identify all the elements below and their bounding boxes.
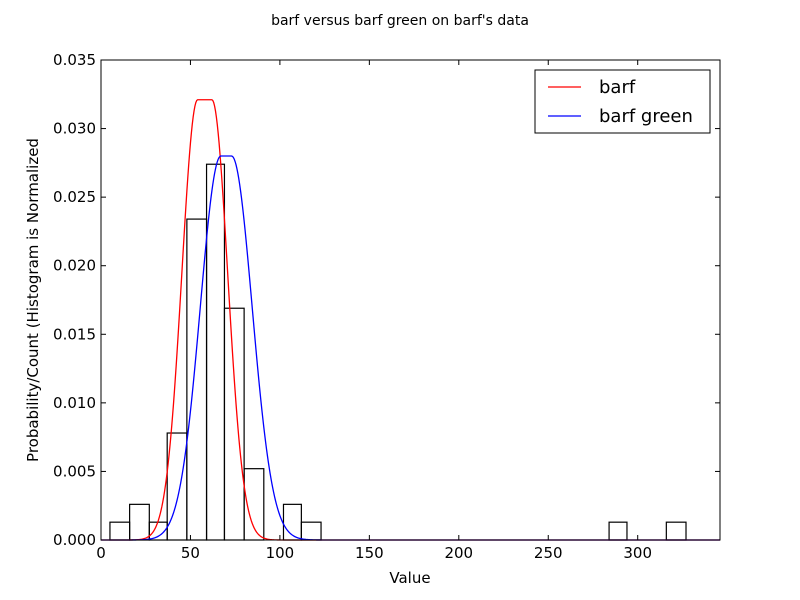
histogram-bar-12 (665, 521, 687, 541)
y-axis-label: Probability/Count (Histogram is Normaliz… (24, 138, 42, 462)
series-line-barf-green (101, 155, 720, 541)
y-tick-label: 0.030 (53, 120, 96, 138)
y-tick-label: 0.000 (53, 531, 96, 549)
histogram-bar-5 (205, 163, 226, 541)
x-axis-label: Value (389, 569, 430, 587)
histogram-bar-10 (300, 521, 322, 541)
y-tick-label: 0.005 (53, 462, 96, 480)
legend: barf barf green (534, 69, 711, 134)
axis-ticks: 0 50 100 150 200 250 300 0.000 0.005 0.010 0.015 0.… (53, 51, 720, 562)
y-tick-label: 0.035 (53, 51, 96, 69)
x-tick-label: 300 (623, 544, 652, 562)
y-tick-label: 0.015 (53, 325, 96, 343)
x-tick-label: 100 (266, 544, 295, 562)
series-line-barf (101, 99, 720, 541)
y-tick-label: 0.020 (53, 257, 96, 275)
x-tick-label: 150 (355, 544, 384, 562)
series-layer (101, 99, 720, 541)
histogram-bar-1 (129, 503, 150, 541)
plot-frame (100, 59, 721, 541)
x-tick-label: 50 (181, 544, 200, 562)
chart-title: barf versus barf green on barf's data (271, 13, 529, 29)
histogram-bar-11 (608, 521, 628, 541)
x-tick-label: 0 (96, 544, 106, 562)
y-tick-label: 0.010 (53, 394, 96, 412)
histogram-bar-6 (223, 307, 245, 541)
histogram-bar-0 (109, 521, 131, 541)
x-tick-label: 200 (444, 544, 473, 562)
legend-label-barf: barf (599, 77, 636, 98)
legend-label-barf-green: barf green (599, 106, 693, 127)
x-tick-label: 250 (534, 544, 563, 562)
y-tick-label: 0.025 (53, 188, 96, 206)
legend-box (534, 69, 711, 134)
